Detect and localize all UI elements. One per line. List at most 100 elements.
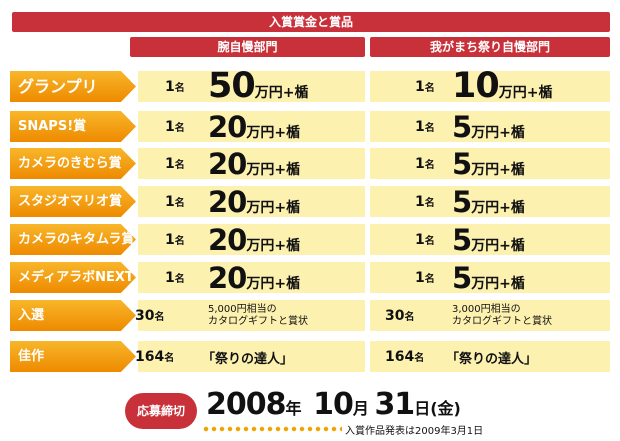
prize-cell-skill (138, 71, 365, 102)
prize-cell-skill (138, 186, 365, 217)
prize-amount-unit: 万円+楯 (246, 162, 301, 178)
prize-amount-unit: 万円+楯 (246, 238, 301, 254)
winner-count-number: 1 (415, 194, 425, 210)
column-header-skill: 腕自慢部門 (130, 37, 365, 57)
winner-count: 1名 (415, 79, 435, 95)
deadline-date: 2008年 10月 31日(金) (206, 390, 461, 420)
winner-count-number: 1 (165, 232, 175, 248)
winner-count: 164名 (385, 349, 424, 365)
prize-amount: 5万円+楯 (452, 188, 525, 217)
prize-amount: 20万円+楯 (208, 150, 300, 179)
winner-count: 164名 (135, 349, 174, 365)
prize-amount: 20万円+楯 (208, 113, 300, 142)
winner-count-unit: 名 (174, 160, 185, 171)
prize-amount-number: 20 (208, 223, 247, 257)
winner-count-unit: 名 (174, 198, 185, 209)
prize-amount: 50万円+楯 (208, 69, 308, 104)
winner-count-number: 1 (415, 156, 425, 172)
prize-cell-festival (370, 186, 610, 217)
winner-count: 1名 (415, 270, 435, 286)
winner-count-unit: 名 (154, 312, 165, 323)
winner-count-unit: 名 (424, 160, 435, 171)
prize-amount-unit: 万円+楯 (498, 85, 553, 101)
winner-count: 1名 (415, 156, 435, 172)
prize-description-line1: 3,000円相当の (452, 304, 521, 315)
announcement-note: 入賞作品発表は2009年3月1日 (345, 426, 484, 437)
winner-count: 1名 (165, 156, 185, 172)
prize-amount-number: 20 (208, 261, 247, 295)
prize-amount-number: 50 (208, 66, 256, 106)
deadline-badge: 応募締切 (125, 393, 197, 429)
prize-amount-unit: 万円+楯 (471, 125, 525, 141)
deadline-year-unit: 年 (285, 399, 302, 418)
winner-count: 1名 (415, 194, 435, 210)
prize-amount: 20万円+楯 (208, 226, 300, 255)
winner-count-unit: 名 (424, 274, 435, 285)
winner-count-number: 1 (165, 194, 175, 210)
prize-cell-festival (370, 148, 610, 179)
prize-amount-number: 20 (208, 185, 247, 219)
prize-amount: 5万円+楯 (452, 113, 525, 142)
column-header-festival: 我がまち祭り自慢部門 (370, 37, 610, 57)
prize-amount: 20万円+楯 (208, 264, 300, 293)
row-label: 佳作 (10, 341, 136, 372)
prize-description-line2: カタログギフトと賞状 (208, 316, 308, 327)
prize-amount-number: 5 (452, 223, 472, 257)
prize-cell-festival (370, 262, 610, 293)
prize-cell-festival (370, 300, 610, 331)
prize-amount-unit: 万円+楯 (471, 238, 525, 254)
row-label: メディアラボNEXT賞 (10, 262, 136, 293)
winner-count-number: 1 (165, 79, 175, 95)
deadline-month: 10 (313, 387, 354, 422)
winner-count-number: 30 (385, 308, 405, 324)
winner-count-unit: 名 (174, 274, 185, 285)
prize-amount-unit: 万円+楯 (471, 200, 525, 216)
prize-cell-skill (138, 341, 365, 372)
deadline-year: 2008 (206, 387, 286, 422)
dotted-divider (202, 426, 342, 432)
prize-amount: 5万円+楯 (452, 226, 525, 255)
prize-amount-unit: 万円+楯 (246, 200, 301, 216)
winner-count-unit: 名 (174, 123, 185, 134)
prize-amount-number: 5 (452, 110, 472, 144)
winner-count: 30名 (385, 308, 414, 324)
winner-count-unit: 名 (414, 353, 425, 364)
row-label: スタジオマリオ賞 (10, 186, 136, 217)
winner-count-unit: 名 (424, 123, 435, 134)
winner-count: 1名 (165, 194, 185, 210)
prize-description: 「祭りの達人」 (202, 352, 294, 367)
prize-cell-festival (370, 341, 610, 372)
winner-count-number: 30 (135, 308, 155, 324)
winner-count-number: 1 (415, 119, 425, 135)
prize-description: 「祭りの達人」 (446, 352, 538, 367)
deadline-day-unit: 日 (414, 399, 431, 418)
prize-amount-number: 10 (452, 66, 500, 106)
prize-cell-skill (138, 300, 365, 331)
row-label: カメラのきむら賞 (10, 148, 136, 179)
prize-cell-festival (370, 224, 610, 255)
winner-count: 30名 (135, 308, 164, 324)
prize-amount-number: 5 (452, 147, 472, 181)
prize-description-line2: カタログギフトと賞状 (452, 316, 552, 327)
row-label: 入選 (10, 300, 136, 331)
winner-count-number: 1 (415, 232, 425, 248)
prize-cell-skill (138, 224, 365, 255)
winner-count-unit: 名 (174, 236, 185, 247)
section-title: 入賞賞金と賞品 (12, 12, 610, 32)
prize-amount-unit: 万円+楯 (246, 276, 301, 292)
winner-count-unit: 名 (424, 83, 435, 94)
prize-amount-number: 20 (208, 110, 247, 144)
prize-cell-festival (370, 111, 610, 142)
winner-count: 1名 (415, 232, 435, 248)
winner-count-number: 1 (415, 270, 425, 286)
prize-amount: 5万円+楯 (452, 150, 525, 179)
prize-description: 3,000円相当の カタログギフトと賞状 (452, 304, 552, 328)
deadline-weekday: (金) (430, 399, 461, 418)
winner-count: 1名 (165, 270, 185, 286)
winner-count-unit: 名 (424, 236, 435, 247)
row-label: グランプリ (10, 71, 136, 102)
winner-count-unit: 名 (424, 198, 435, 209)
prize-amount-unit: 万円+楯 (246, 125, 301, 141)
prize-amount-unit: 万円+楯 (254, 85, 309, 101)
prize-amount-number: 20 (208, 147, 247, 181)
